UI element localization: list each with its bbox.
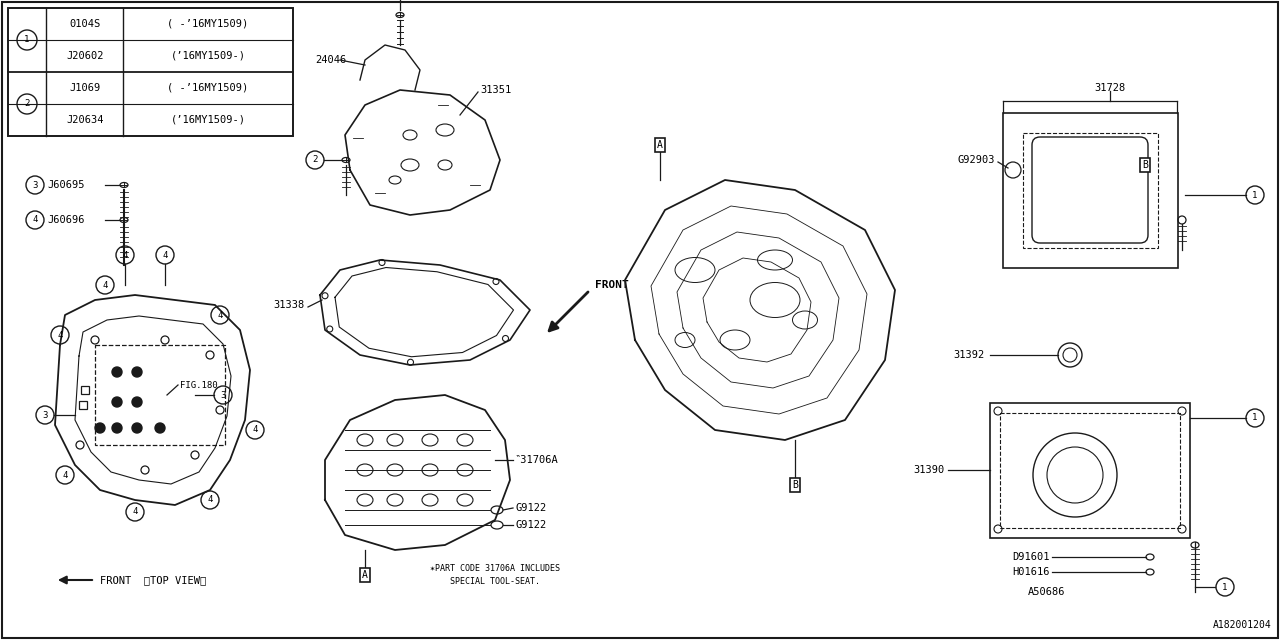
Bar <box>81 386 90 394</box>
Text: B: B <box>1142 160 1148 170</box>
Text: 4: 4 <box>102 280 108 289</box>
Text: H01616: H01616 <box>1012 567 1050 577</box>
Text: FRONT: FRONT <box>595 280 628 290</box>
Text: D91601: D91601 <box>1012 552 1050 562</box>
Text: 1: 1 <box>24 35 29 45</box>
Text: (’16MY1509-): (’16MY1509-) <box>170 115 246 125</box>
Text: 4: 4 <box>163 250 168 259</box>
Text: G9122: G9122 <box>515 520 547 530</box>
Text: A: A <box>362 570 367 580</box>
Text: A: A <box>657 140 663 150</box>
Text: ( -’16MY1509): ( -’16MY1509) <box>168 83 248 93</box>
Text: J60695: J60695 <box>47 180 84 190</box>
Circle shape <box>95 423 105 433</box>
Text: 3: 3 <box>220 390 225 399</box>
Text: ✶PART CODE 31706A INCLUDES
    SPECIAL TOOL-SEAT.: ✶PART CODE 31706A INCLUDES SPECIAL TOOL-… <box>430 564 561 586</box>
Bar <box>8 8 293 136</box>
Text: J20634: J20634 <box>67 115 104 125</box>
Text: A182001204: A182001204 <box>1213 620 1272 630</box>
Text: 4: 4 <box>252 426 257 435</box>
Text: 4: 4 <box>123 250 128 259</box>
Circle shape <box>132 423 142 433</box>
Text: 4: 4 <box>207 495 212 504</box>
Circle shape <box>113 423 122 433</box>
Text: (’16MY1509-): (’16MY1509-) <box>170 51 246 61</box>
Text: 4: 4 <box>132 508 138 516</box>
Text: FIG.180: FIG.180 <box>180 381 218 390</box>
Text: 3: 3 <box>42 410 47 419</box>
Text: J60696: J60696 <box>47 215 84 225</box>
Circle shape <box>113 397 122 407</box>
Text: 31728: 31728 <box>1094 83 1125 93</box>
Circle shape <box>113 367 122 377</box>
Text: 31351: 31351 <box>480 85 511 95</box>
Text: 4: 4 <box>218 310 223 319</box>
Text: 4: 4 <box>63 470 68 479</box>
Text: 31390: 31390 <box>914 465 945 475</box>
Text: 2: 2 <box>24 99 29 109</box>
Text: 1: 1 <box>1252 413 1258 422</box>
Bar <box>79 401 87 409</box>
Bar <box>989 403 1190 538</box>
Text: 0104S: 0104S <box>69 19 101 29</box>
Bar <box>1023 133 1158 248</box>
Text: G9122: G9122 <box>515 503 547 513</box>
Bar <box>1004 113 1178 268</box>
Text: FRONT  〈TOP VIEW〉: FRONT 〈TOP VIEW〉 <box>100 575 206 585</box>
Text: 4: 4 <box>32 216 37 225</box>
Text: ‶31706A: ‶31706A <box>515 455 559 465</box>
Text: 31338: 31338 <box>274 300 305 310</box>
Text: 1: 1 <box>1222 582 1228 591</box>
Bar <box>1000 413 1180 528</box>
Text: J1069: J1069 <box>69 83 101 93</box>
Text: A50686: A50686 <box>1028 587 1065 597</box>
Text: G92903: G92903 <box>957 155 995 165</box>
Text: 2: 2 <box>312 156 317 164</box>
Bar <box>95 345 225 445</box>
Text: J20602: J20602 <box>67 51 104 61</box>
Text: 3: 3 <box>32 180 37 189</box>
Text: 31392: 31392 <box>954 350 986 360</box>
Text: ( -’16MY1509): ( -’16MY1509) <box>168 19 248 29</box>
Text: 1: 1 <box>1252 191 1258 200</box>
Circle shape <box>132 397 142 407</box>
Text: 4: 4 <box>58 330 63 339</box>
Text: B: B <box>792 480 797 490</box>
Circle shape <box>155 423 165 433</box>
Circle shape <box>132 367 142 377</box>
Text: 24046: 24046 <box>315 55 347 65</box>
